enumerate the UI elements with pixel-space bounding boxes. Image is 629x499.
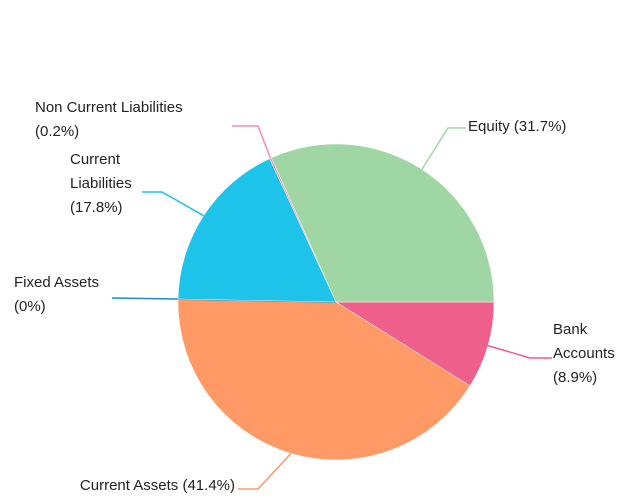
leader-line	[487, 344, 552, 359]
slice-label: Current Assets (41.4%)	[45, 474, 235, 498]
slice-name: Bank Accounts	[553, 321, 615, 362]
leader-line	[232, 125, 272, 159]
slice-value: (8.9%)	[553, 369, 598, 386]
slice-value: (0.2%)	[35, 123, 80, 140]
slice-label: Non Current Liabilities (0.2%)	[35, 96, 225, 144]
slice-name: Non Current Liabilities	[35, 99, 183, 116]
slice-name: Current Liabilities	[70, 151, 132, 192]
pie-slice	[271, 143, 495, 303]
slice-name: Current Assets	[79, 477, 179, 494]
slice-value: (17.8%)	[70, 199, 123, 216]
leader-line	[238, 452, 292, 490]
slice-value: (0%)	[14, 298, 46, 315]
pie-slice	[335, 301, 495, 387]
pie-slice	[177, 158, 337, 303]
slice-label: Bank Accounts (8.9%)	[553, 318, 629, 390]
slice-label: Equity (31.7%)	[468, 115, 628, 139]
leader-line	[421, 127, 466, 170]
slice-label: Fixed Assets (0%)	[14, 271, 114, 319]
slice-label: Current Liabilities (17.8%)	[70, 148, 150, 220]
slice-value: (41.4%)	[182, 477, 235, 494]
slice-name: Equity	[468, 118, 510, 135]
leader-line	[111, 297, 179, 300]
slice-value: (31.7%)	[513, 118, 567, 135]
leader-line	[142, 191, 205, 217]
slice-name: Fixed Assets	[14, 274, 100, 291]
